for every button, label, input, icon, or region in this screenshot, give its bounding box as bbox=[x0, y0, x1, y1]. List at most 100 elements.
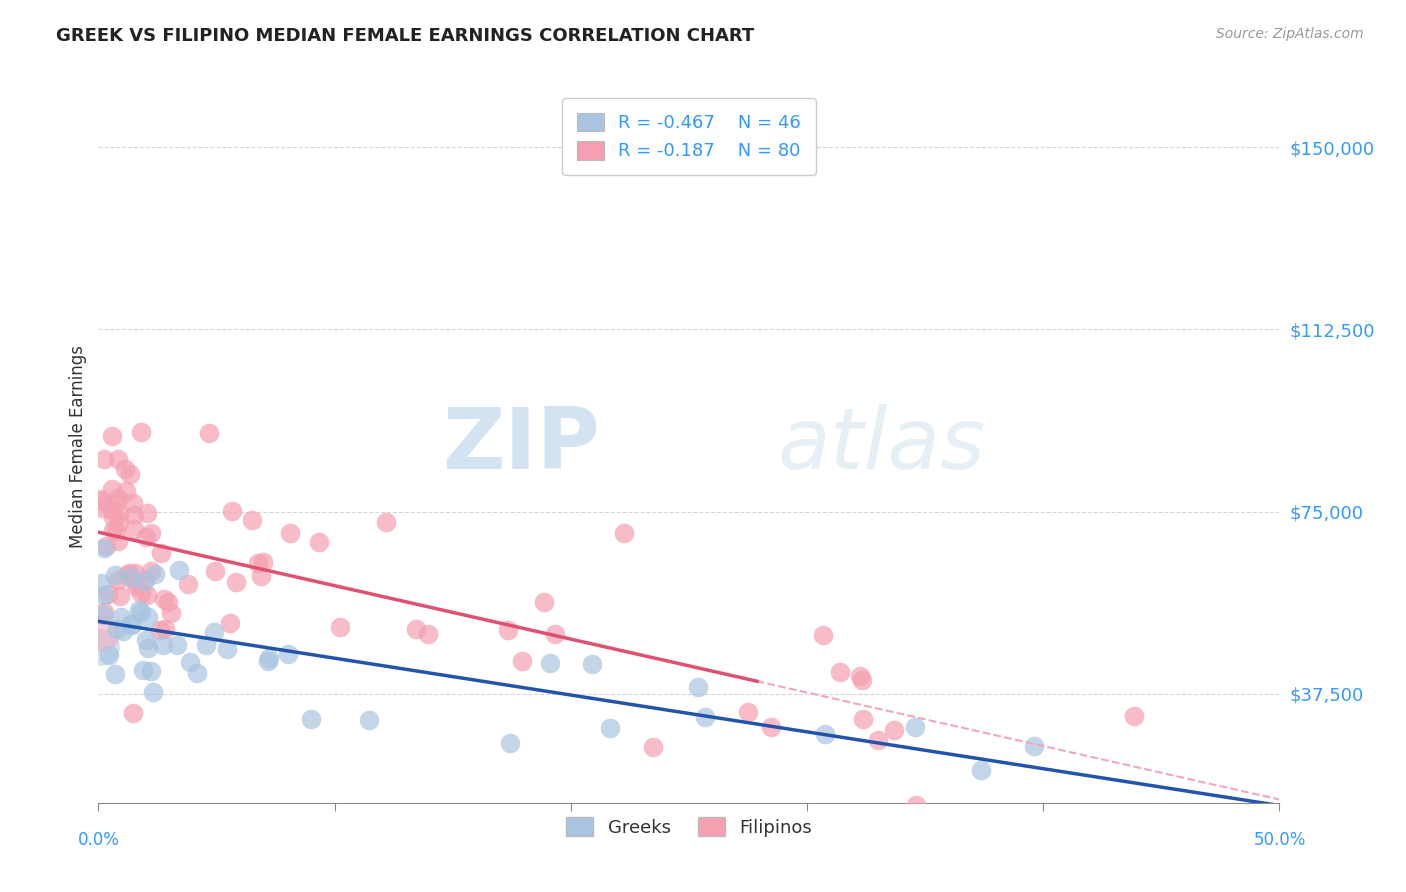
Point bbox=[613, 525, 636, 540]
Point bbox=[134, 573, 156, 587]
Point bbox=[127, 576, 149, 591]
Point bbox=[117, 568, 139, 582]
Point bbox=[544, 627, 567, 641]
Point bbox=[135, 506, 157, 520]
Point bbox=[257, 654, 280, 668]
Point bbox=[121, 496, 143, 510]
Point bbox=[104, 567, 127, 582]
Point bbox=[103, 509, 125, 524]
Point bbox=[104, 667, 127, 681]
Point bbox=[108, 589, 131, 603]
Point bbox=[299, 712, 322, 726]
Point bbox=[91, 608, 114, 623]
Point bbox=[166, 638, 188, 652]
Point bbox=[693, 710, 716, 724]
Text: atlas: atlas bbox=[778, 404, 986, 488]
Point bbox=[686, 680, 709, 694]
Point bbox=[225, 574, 247, 589]
Point bbox=[828, 665, 851, 680]
Point bbox=[120, 570, 142, 584]
Point bbox=[107, 573, 129, 587]
Point bbox=[221, 504, 243, 518]
Point bbox=[242, 513, 264, 527]
Text: 50.0%: 50.0% bbox=[1253, 831, 1306, 849]
Point bbox=[904, 720, 927, 734]
Point bbox=[93, 589, 115, 603]
Point bbox=[150, 546, 173, 560]
Point bbox=[204, 564, 226, 578]
Point bbox=[90, 501, 112, 516]
Point bbox=[1022, 739, 1045, 754]
Point bbox=[90, 576, 112, 591]
Point bbox=[93, 605, 115, 619]
Point bbox=[217, 642, 239, 657]
Point bbox=[498, 623, 520, 637]
Point bbox=[107, 491, 129, 505]
Text: 0.0%: 0.0% bbox=[77, 831, 120, 849]
Point bbox=[118, 566, 141, 580]
Point bbox=[90, 493, 112, 508]
Point bbox=[97, 648, 120, 662]
Point bbox=[142, 685, 165, 699]
Point bbox=[252, 555, 274, 569]
Point bbox=[122, 508, 145, 522]
Point bbox=[149, 623, 172, 637]
Point bbox=[167, 563, 190, 577]
Point bbox=[135, 530, 157, 544]
Point bbox=[129, 586, 152, 600]
Point bbox=[129, 605, 152, 619]
Point bbox=[124, 566, 146, 581]
Point bbox=[143, 566, 166, 581]
Point bbox=[581, 657, 603, 671]
Point bbox=[308, 534, 330, 549]
Point bbox=[219, 615, 242, 630]
Point bbox=[124, 522, 146, 536]
Point bbox=[157, 595, 180, 609]
Point bbox=[1122, 709, 1144, 723]
Point bbox=[177, 577, 200, 591]
Point bbox=[851, 713, 873, 727]
Point bbox=[100, 503, 122, 517]
Point bbox=[141, 525, 163, 540]
Point bbox=[125, 579, 148, 593]
Point bbox=[107, 515, 129, 529]
Point bbox=[105, 622, 128, 636]
Point bbox=[905, 798, 928, 813]
Point bbox=[160, 606, 183, 620]
Point bbox=[194, 638, 217, 652]
Point bbox=[374, 516, 396, 530]
Point bbox=[357, 713, 380, 727]
Point bbox=[128, 603, 150, 617]
Text: GREEK VS FILIPINO MEDIAN FEMALE EARNINGS CORRELATION CHART: GREEK VS FILIPINO MEDIAN FEMALE EARNINGS… bbox=[56, 27, 755, 45]
Point bbox=[849, 668, 872, 682]
Point bbox=[111, 624, 134, 639]
Y-axis label: Median Female Earnings: Median Female Earnings bbox=[69, 344, 87, 548]
Point bbox=[139, 665, 162, 679]
Point bbox=[115, 483, 138, 498]
Point bbox=[599, 721, 621, 735]
Point bbox=[153, 592, 176, 607]
Point bbox=[114, 462, 136, 476]
Point bbox=[759, 720, 782, 734]
Point bbox=[93, 541, 115, 555]
Point bbox=[107, 451, 129, 466]
Point bbox=[198, 425, 221, 440]
Point bbox=[107, 534, 129, 549]
Point bbox=[101, 482, 124, 496]
Point bbox=[132, 663, 155, 677]
Point bbox=[107, 508, 129, 522]
Point bbox=[970, 764, 993, 778]
Point bbox=[186, 666, 208, 681]
Point bbox=[136, 610, 159, 624]
Point bbox=[129, 425, 152, 439]
Point bbox=[278, 525, 301, 540]
Point bbox=[538, 657, 561, 671]
Point bbox=[883, 723, 905, 737]
Point bbox=[153, 623, 176, 637]
Point bbox=[851, 673, 873, 687]
Point bbox=[139, 564, 162, 578]
Point bbox=[533, 595, 555, 609]
Point bbox=[737, 705, 759, 719]
Point bbox=[814, 727, 837, 741]
Point bbox=[96, 540, 118, 554]
